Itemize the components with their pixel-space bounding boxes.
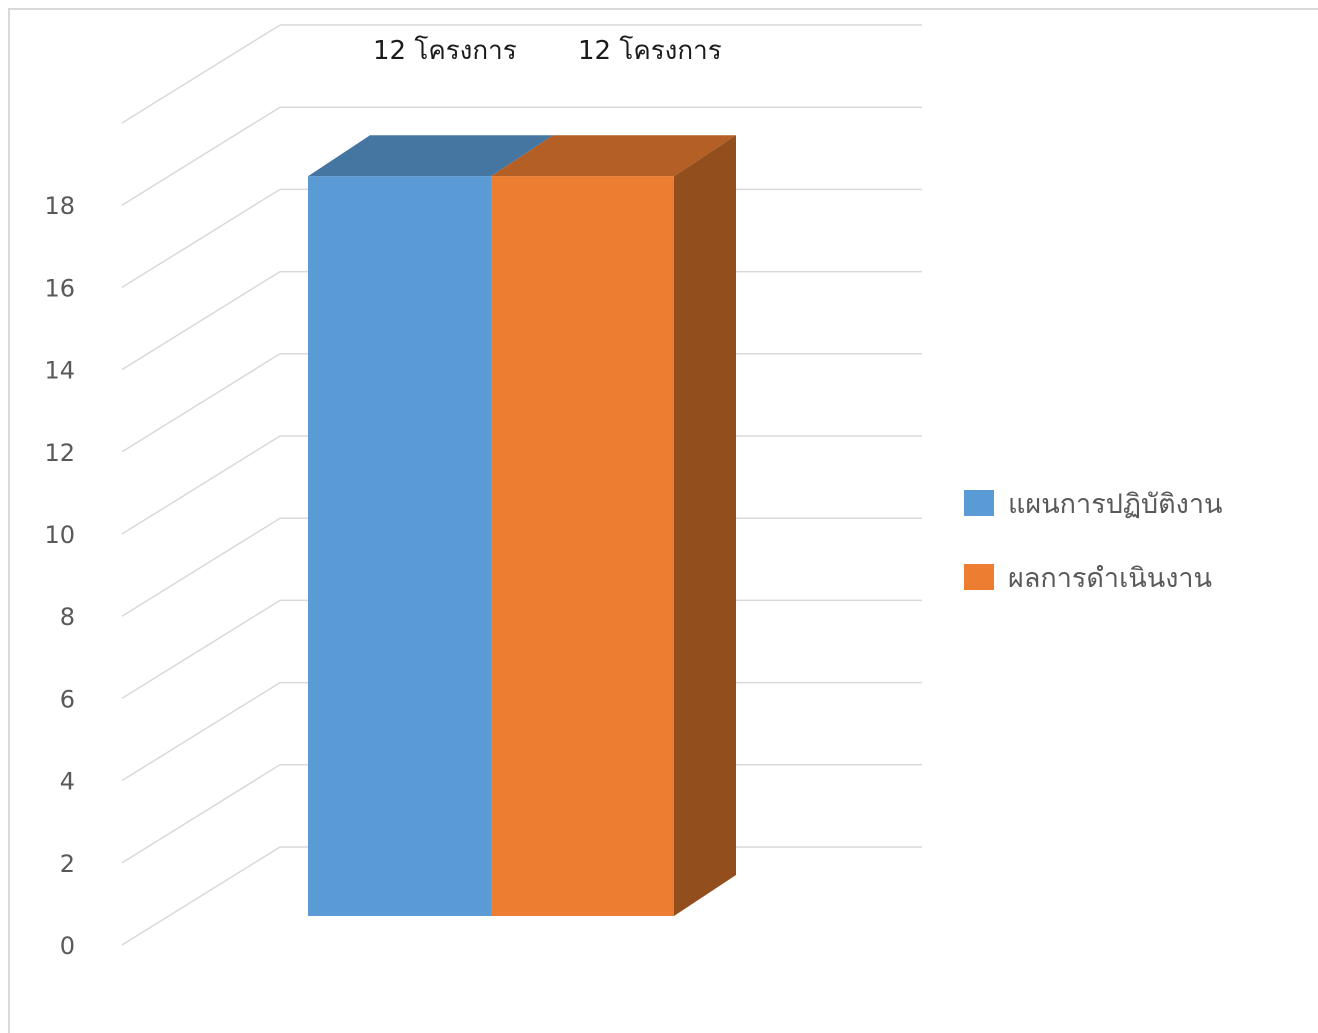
y-tick-label: 6 (60, 685, 75, 713)
gridline-side (121, 846, 281, 946)
y-tick-label: 2 (60, 850, 75, 878)
legend-item-result: ผลการดำเนินงาน (964, 540, 1222, 614)
gridline-side (121, 270, 281, 371)
chart-y-axis: 0 2 4 6 8 10 12 14 16 18 (44, 192, 75, 960)
gridline-side (121, 517, 281, 617)
gridline-side (121, 435, 281, 535)
gridline-side (121, 764, 281, 864)
bar-front-2 (491, 176, 674, 916)
gridline-side (121, 681, 281, 782)
legend-swatch-plan (964, 490, 994, 516)
gridline-side (121, 599, 281, 700)
bar-front-1 (308, 176, 491, 916)
bar-top-2 (491, 135, 736, 177)
y-tick-label: 18 (44, 192, 75, 220)
y-tick-label: 16 (44, 274, 75, 302)
chart-bars (308, 135, 736, 916)
chart-legend: แผนการปฏิบัติงาน ผลการดำเนินงาน (964, 466, 1222, 614)
data-label-series-2: 12 โครงการ (578, 36, 722, 66)
gridline-side (121, 188, 281, 289)
y-tick-label: 14 (44, 357, 75, 385)
bar-side-2 (674, 135, 736, 916)
y-tick-label: 12 (44, 439, 75, 467)
gridline-side (121, 106, 281, 206)
legend-item-plan: แผนการปฏิบัติงาน (964, 466, 1222, 540)
y-tick-label: 0 (60, 932, 75, 960)
legend-label-plan: แผนการปฏิบัติงาน (1008, 488, 1223, 520)
legend-label-result: ผลการดำเนินงาน (1008, 562, 1213, 594)
y-tick-label: 8 (60, 603, 75, 631)
y-tick-label: 10 (44, 521, 75, 549)
bar-top-1 (308, 135, 553, 177)
data-label-series-1: 12 โครงการ (373, 36, 517, 66)
gridline-side (121, 24, 281, 124)
y-tick-label: 4 (60, 768, 75, 796)
legend-swatch-result (964, 564, 994, 590)
gridline-side (121, 353, 281, 453)
